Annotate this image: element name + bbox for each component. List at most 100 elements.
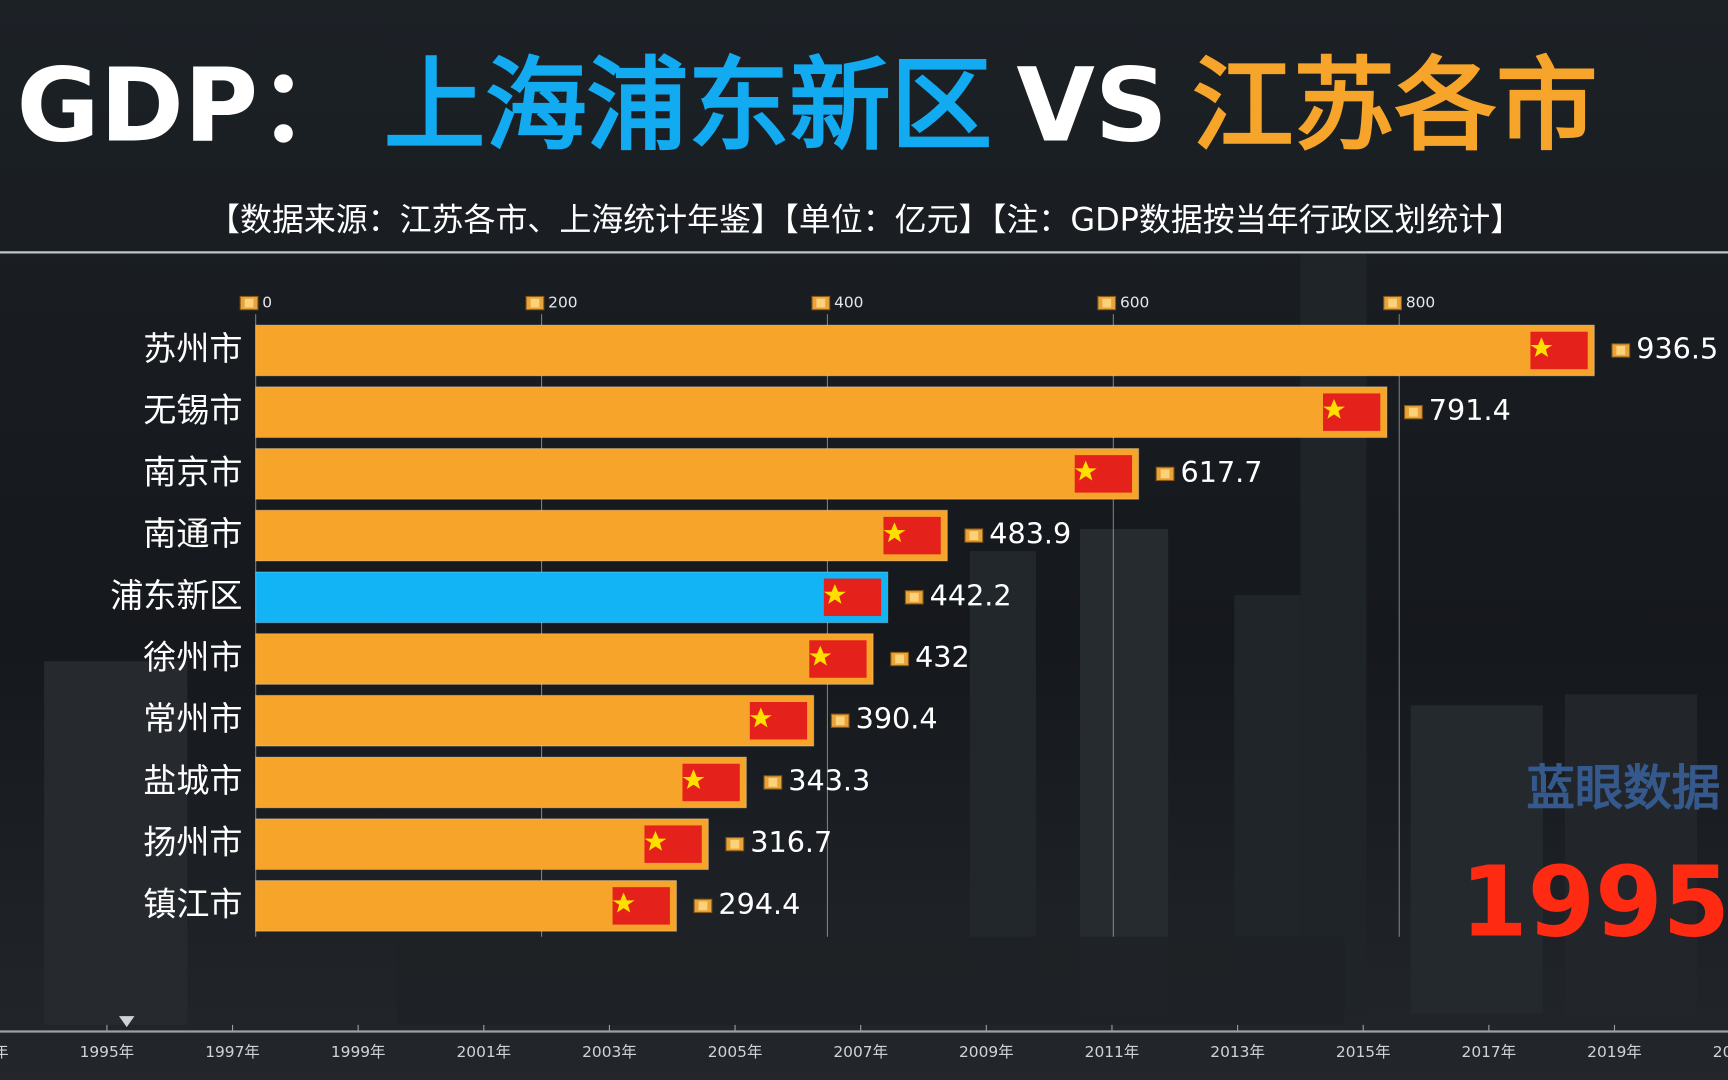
y-tick-label: 浦东新区 [110, 576, 242, 615]
value-label: 936.5 [1636, 331, 1718, 365]
flag-icon [749, 702, 808, 740]
timeline: 1993年 1995年 1997年 1999年 2001年 2003年 2005年 2007年… [0, 1016, 1728, 1061]
flag-icon [823, 578, 882, 617]
coin-face [895, 654, 905, 664]
bar [255, 756, 747, 809]
y-tick-label: 扬州市 [143, 823, 242, 862]
chart-subtitle: 【数据来源：江苏各市、上海统计年鉴】【单位：亿元】【注：GDP数据按当年行政区划… [208, 201, 1522, 239]
timeline-marker[interactable] [119, 1016, 135, 1028]
bar [255, 818, 709, 871]
timeline-label: 2005年 [708, 1043, 763, 1061]
flag-star [749, 707, 772, 728]
y-tick-label: 无锡市 [143, 391, 242, 430]
coin-face [835, 716, 845, 726]
flag-icon [644, 825, 702, 863]
y-tick-label: 徐州市 [143, 638, 242, 677]
timeline-label: 1997年 [205, 1043, 260, 1061]
coin-icon [1404, 404, 1423, 420]
timeline-label: 2017年 [1462, 1043, 1517, 1061]
bar [255, 633, 874, 685]
watermark: 蓝眼数据 [1526, 760, 1720, 816]
coin-icon [763, 775, 783, 790]
coin-face [969, 531, 979, 540]
y-tick-label: 南京市 [143, 452, 242, 491]
x-tick-label: 0 [262, 294, 272, 312]
bar [255, 879, 678, 932]
timeline-label: 1999年 [331, 1043, 386, 1061]
flag-star [809, 645, 832, 666]
coin-icon [725, 837, 745, 852]
timeline-label: 1993年 [0, 1043, 9, 1061]
bar [255, 386, 1388, 439]
x-tick-label: 600 [1120, 294, 1149, 312]
coin-face [1616, 346, 1626, 355]
bar [255, 509, 948, 562]
y-tick-label: 盐城市 [143, 761, 242, 800]
flag-star [823, 584, 846, 604]
coin-face [1102, 298, 1112, 308]
x-tick-label: 800 [1406, 294, 1435, 312]
coin-icon [830, 713, 850, 728]
title-part: 上海浦东新区 [384, 46, 992, 164]
flag-icon [1530, 331, 1588, 370]
coin-icon [890, 651, 910, 667]
coin-face [1408, 407, 1418, 417]
value-label: 390.4 [856, 702, 938, 736]
flag-star [644, 830, 667, 851]
value-label: 791.4 [1429, 393, 1511, 427]
flag-star [1074, 460, 1097, 481]
flag-star [1530, 337, 1553, 358]
flag-icon [682, 763, 740, 802]
flag-icon [1074, 455, 1133, 493]
flag-icon [612, 887, 670, 925]
flag-icon [809, 640, 867, 678]
timeline-label: 2015年 [1336, 1043, 1391, 1061]
timeline-label: 2009年 [959, 1043, 1014, 1061]
coin-icon [1155, 466, 1175, 482]
timeline-label: 2001年 [456, 1043, 511, 1061]
bar [255, 324, 1595, 377]
plot-area: 0 200 400 600 800 936.5 苏州市 791.4 无锡市 617.7 南京市 483… [110, 294, 1718, 937]
coin-face [816, 298, 826, 308]
y-tick-label: 镇江市 [143, 884, 242, 923]
coin-icon [525, 295, 545, 311]
value-label: 442.2 [930, 578, 1012, 612]
coin-icon [1097, 295, 1117, 311]
bar [255, 447, 1140, 500]
coin-icon [964, 528, 984, 543]
coin-face [730, 839, 740, 849]
flag-icon [883, 516, 941, 555]
chart-title: GDP： 上海浦东新区 VS 江苏各市 [17, 46, 1598, 164]
coin-icon [811, 295, 831, 311]
coin-face [1160, 469, 1170, 479]
year-label: 1995年 [1460, 846, 1728, 959]
timeline-label: 2011年 [1085, 1043, 1140, 1061]
flag-star [883, 522, 906, 543]
timeline-label: 2013年 [1210, 1043, 1265, 1061]
x-tick-label: 400 [834, 294, 863, 312]
y-tick-label: 南通市 [143, 514, 242, 553]
value-label: 294.4 [718, 887, 800, 921]
timeline-label: 2003年 [582, 1043, 637, 1061]
title-part: VS [1016, 46, 1167, 164]
coin-face [909, 592, 919, 602]
value-label: 432 [915, 640, 970, 674]
coin-face [244, 298, 254, 308]
bar [255, 694, 815, 747]
title-part: 江苏各市 [1192, 46, 1598, 164]
flag-star [682, 769, 705, 790]
y-tick-label: 常州市 [143, 699, 242, 738]
coin-icon [1611, 343, 1631, 358]
flag-star [1323, 398, 1346, 419]
coin-icon [239, 295, 259, 311]
x-tick-label: 200 [548, 294, 577, 312]
coin-face [698, 901, 708, 911]
coin-face [530, 298, 540, 308]
flag-icon [1323, 393, 1381, 431]
value-label: 316.7 [750, 825, 832, 859]
coin-icon [1383, 295, 1402, 311]
timeline-label: 2019年 [1587, 1043, 1642, 1061]
coin-face [768, 778, 778, 787]
timeline-label: 2007年 [833, 1043, 888, 1061]
